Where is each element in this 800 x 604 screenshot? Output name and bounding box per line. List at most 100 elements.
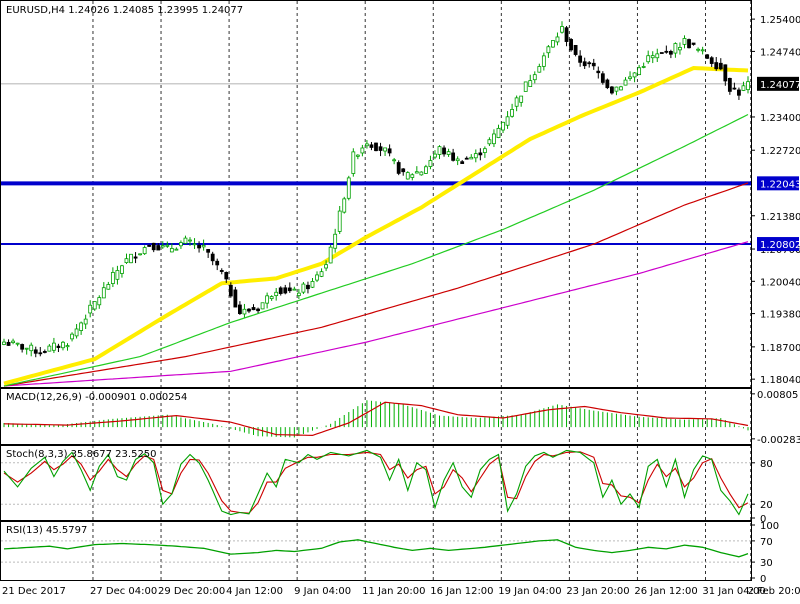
candle-body <box>233 289 238 308</box>
candle-body <box>160 245 165 248</box>
main-chart-title: EURUSD,H4 1.24026 1.24085 1.23995 1.2407… <box>6 5 243 16</box>
candle-body <box>351 151 356 174</box>
candle-body <box>260 302 265 310</box>
candle-body <box>682 38 687 45</box>
x-tick-label: 4 Jan 12:00 <box>226 586 283 597</box>
y-tick-label: 1.21380 <box>760 212 800 223</box>
candle-body <box>501 121 505 131</box>
candle-body <box>714 62 719 70</box>
candle-body <box>628 76 632 79</box>
candle-body <box>405 172 410 180</box>
candle-body <box>88 304 93 314</box>
candle-body <box>79 322 84 331</box>
rsi-tick-label: 0 <box>760 574 766 585</box>
candle-body <box>401 168 406 173</box>
candle-body <box>138 253 142 256</box>
stoch-series <box>1 449 751 516</box>
candle-body <box>419 171 424 176</box>
candle-body <box>537 66 542 73</box>
candle-body <box>219 270 224 272</box>
level-label: 1.22043 <box>760 179 800 190</box>
candle-body <box>283 287 288 294</box>
y-tick-label: 1.18700 <box>760 343 800 354</box>
candle-body <box>265 295 270 304</box>
candle-body <box>678 47 682 51</box>
x-tick-label: 23 Jan 20:00 <box>566 586 629 597</box>
candle-body <box>129 253 133 264</box>
candle-body <box>582 61 587 67</box>
candle-body <box>687 39 691 49</box>
candle-body <box>487 139 492 145</box>
candle-body <box>70 333 74 340</box>
candle-body <box>646 55 651 63</box>
candle-body <box>478 152 483 156</box>
level-label-box <box>757 237 799 252</box>
candle-body <box>482 148 487 153</box>
candle-body <box>224 272 229 280</box>
candle-body <box>179 242 183 247</box>
rsi-series <box>1 539 751 563</box>
candle-body <box>65 345 70 348</box>
candle-body <box>510 108 514 117</box>
candle-body <box>156 245 161 251</box>
candle-body <box>424 166 428 174</box>
candle-body <box>523 81 528 92</box>
x-tick-label: 19 Jan 04:00 <box>498 586 561 597</box>
candle-body <box>147 245 152 247</box>
candle-body <box>492 133 496 145</box>
level-label-box <box>757 176 799 191</box>
candle-body <box>732 87 737 90</box>
candle-body <box>238 304 242 315</box>
stoch-tick-label: 20 <box>760 500 773 511</box>
candle-body <box>61 341 65 349</box>
axis-labels: 21 Dec 2017 27 Dec 04:00 29 Dec 20:00 4 Jan… <box>2 15 800 597</box>
candle-body <box>623 79 628 86</box>
candle-body <box>215 260 220 266</box>
candle-body <box>310 281 315 288</box>
stoch-signal-line <box>3 451 749 514</box>
candle-body <box>292 288 297 291</box>
candle-body <box>442 147 446 155</box>
candle-body <box>324 264 328 269</box>
x-tick-label: 2 Feb 20:00 <box>748 586 800 597</box>
candle-body <box>451 152 456 161</box>
candle-body <box>47 345 52 352</box>
candle-body <box>124 258 129 264</box>
macd-title: MACD(12,26,9) -0.000901 0.000254 <box>6 392 187 403</box>
candle-body <box>29 344 34 352</box>
candle-body <box>591 62 596 67</box>
candle-body <box>92 301 97 310</box>
candle-body <box>151 242 156 251</box>
candle-body <box>659 52 664 54</box>
stoch-tick-label: 80 <box>760 459 773 470</box>
candle-body <box>120 265 124 274</box>
candle-body <box>24 347 29 350</box>
candle-body <box>296 292 301 296</box>
candle-body <box>691 42 696 45</box>
candle-body <box>641 66 646 68</box>
candle-body <box>514 97 519 107</box>
price-label: 1.24077 <box>760 80 800 91</box>
candle-body <box>2 341 6 345</box>
candle-body <box>306 284 310 290</box>
candle-body <box>33 349 38 354</box>
y-tick-label: 1.22720 <box>760 146 800 157</box>
ma-slow-line <box>3 182 749 387</box>
candle-body <box>727 77 732 92</box>
candle-body <box>700 49 705 52</box>
candle-body <box>632 72 637 78</box>
candle-body <box>555 36 560 43</box>
candle-body <box>360 147 365 154</box>
rsi-panel-frame <box>0 521 752 581</box>
candle-body <box>469 156 474 160</box>
rsi-tick-label: 70 <box>760 537 773 548</box>
candle-body <box>346 177 351 199</box>
candle-body <box>106 284 111 290</box>
rsi-tick-label: 30 <box>760 558 773 569</box>
y-tick-label: 1.19380 <box>760 310 800 321</box>
candle-body <box>315 274 319 281</box>
candle-body <box>278 287 283 294</box>
x-tick-label: 16 Jan 12:00 <box>430 586 493 597</box>
candle-body <box>551 40 555 48</box>
